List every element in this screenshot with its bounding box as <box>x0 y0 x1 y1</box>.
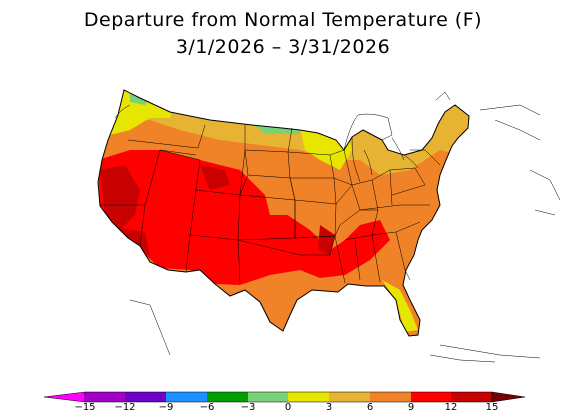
legend-swatch <box>248 392 288 402</box>
state-boundaries <box>100 124 441 284</box>
legend-swatch <box>329 392 370 402</box>
legend-arrow-max <box>491 391 526 403</box>
legend-tick: −6 <box>199 402 215 413</box>
legend-tick: 9 <box>407 402 415 413</box>
legend-tick: −9 <box>158 402 174 413</box>
legend-swatch <box>207 392 248 402</box>
legend-tick: −3 <box>240 402 256 413</box>
legend-tick: −12 <box>114 402 136 413</box>
legend-swatch <box>451 392 492 402</box>
legend-tick: −15 <box>74 402 96 413</box>
legend-tick: 3 <box>325 402 333 413</box>
legend-tick: 0 <box>284 402 292 413</box>
temperature-shading <box>98 90 469 336</box>
map-date-range: 3/1/2026 – 3/31/2026 <box>175 36 391 58</box>
legend-swatch <box>85 392 125 402</box>
legend-swatch <box>370 392 411 402</box>
legend-tick: 12 <box>444 402 458 413</box>
coastal-outline <box>114 91 561 363</box>
legend-tick: 6 <box>366 402 374 413</box>
legend-tick: 15 <box>485 402 499 413</box>
legend-arrow-min <box>43 391 86 403</box>
legend-swatch <box>288 392 329 402</box>
color-legend <box>43 391 526 403</box>
legend-swatch <box>166 392 207 402</box>
map-title: Departure from Normal Temperature (F) <box>83 9 483 31</box>
legend-swatch <box>125 392 166 402</box>
legend-swatch <box>411 392 451 402</box>
